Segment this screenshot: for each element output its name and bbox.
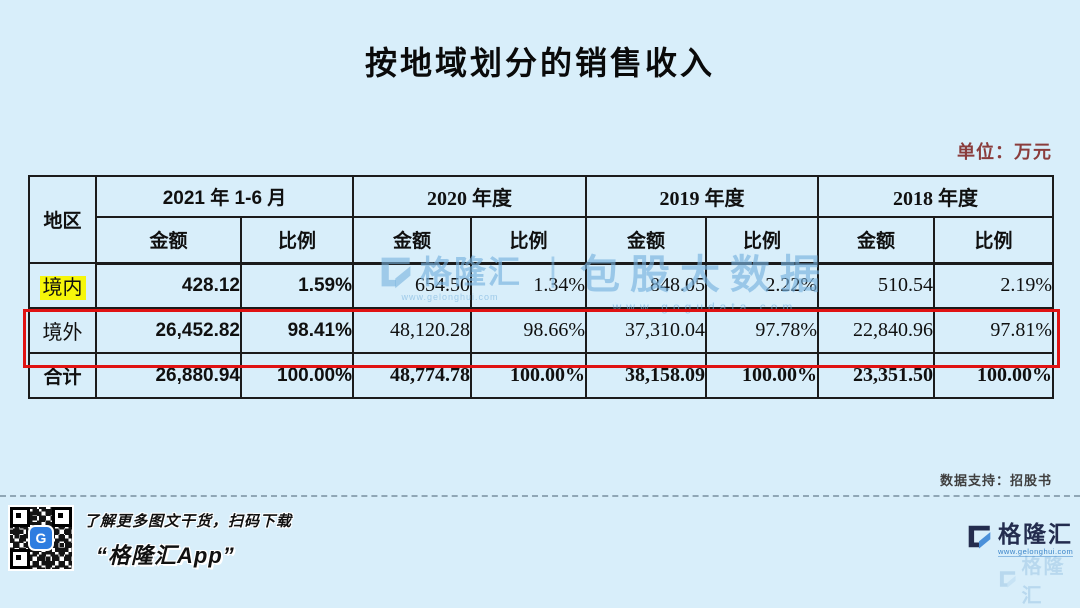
row-label-overseas: 境外: [29, 308, 96, 353]
table-cell: 38,158.09: [586, 353, 706, 398]
footer-caption-line1: 了解更多图文干货，扫码下载: [84, 510, 292, 531]
ratio-header: 比例: [241, 217, 353, 263]
table-cell: 97.78%: [706, 308, 818, 353]
table-cell: 97.81%: [934, 308, 1053, 353]
table-cell: 37,310.04: [586, 308, 706, 353]
table-cell: 510.54: [818, 263, 934, 308]
table-cell: 1.59%: [241, 263, 353, 308]
period-header-2021: 2021 年 1-6 月: [96, 176, 353, 217]
amount-header: 金额: [586, 217, 706, 263]
table-cell: 48,774.78: [353, 353, 471, 398]
table-cell: 22,840.96: [818, 308, 934, 353]
page-title: 按地域划分的销售收入: [0, 38, 1080, 84]
qr-center-logo-icon: G: [30, 527, 52, 549]
footer-brand-text: 格隆汇: [998, 521, 1073, 547]
qr-finder-icon: [10, 549, 30, 569]
period-header-2019: 2019 年度: [586, 176, 818, 217]
table-row-domestic: 境内 428.12 1.59% 654.50 1.34% 848.05 2.22…: [29, 263, 1053, 308]
period-header-2020: 2020 年度: [353, 176, 586, 217]
ratio-header: 比例: [706, 217, 818, 263]
table-cell: 428.12: [96, 263, 241, 308]
table-cell: 26,452.82: [96, 308, 241, 353]
table-cell: 100.00%: [706, 353, 818, 398]
table-cell: 2.22%: [706, 263, 818, 308]
table-cell: 100.00%: [241, 353, 353, 398]
footer-brand-logo: 格隆汇 www.gelonghui.com: [966, 521, 1073, 557]
table-cell: 98.41%: [241, 308, 353, 353]
table-cell: 100.00%: [934, 353, 1053, 398]
g-mark-icon: [998, 568, 1018, 590]
footer-divider: [0, 495, 1080, 497]
region-header: 地区: [29, 176, 96, 263]
table-cell: 2.19%: [934, 263, 1053, 308]
table-cell: 100.00%: [471, 353, 586, 398]
amount-header: 金额: [96, 217, 241, 263]
qr-finder-icon: [52, 507, 72, 527]
table-cell: 848.05: [586, 263, 706, 308]
amount-header: 金额: [818, 217, 934, 263]
ratio-header: 比例: [934, 217, 1053, 263]
ratio-header: 比例: [471, 217, 586, 263]
g-mark-icon: [966, 523, 993, 550]
revenue-by-region-table: 地区 2021 年 1-6 月 2020 年度 2019 年度 2018 年度 …: [28, 175, 1054, 399]
source-note: 数据支持：招股书: [940, 470, 1052, 489]
row-label-total: 合计: [29, 353, 96, 398]
footer-brand-ghost: 格隆汇: [998, 550, 1080, 608]
table-cell: 48,120.28: [353, 308, 471, 353]
footer-brand-url: www.gelonghui.com: [998, 547, 1073, 557]
footer-brand-ghost-text: 格隆汇: [1022, 550, 1080, 608]
table-row-overseas: 境外 26,452.82 98.41% 48,120.28 98.66% 37,…: [29, 308, 1053, 353]
table-cell: 26,880.94: [96, 353, 241, 398]
row-label-domestic: 境内: [40, 276, 86, 300]
footer-caption-line2: “格隆汇App”: [96, 538, 235, 570]
table-cell: 654.50: [353, 263, 471, 308]
unit-note: 单位：万元: [957, 138, 1052, 164]
qr-code: G: [8, 505, 74, 571]
amount-header: 金额: [353, 217, 471, 263]
period-header-2018: 2018 年度: [818, 176, 1053, 217]
table-cell: 23,351.50: [818, 353, 934, 398]
table-row-total: 合计 26,880.94 100.00% 48,774.78 100.00% 3…: [29, 353, 1053, 398]
qr-finder-icon: [10, 507, 30, 527]
table-cell: 98.66%: [471, 308, 586, 353]
table-cell: 1.34%: [471, 263, 586, 308]
